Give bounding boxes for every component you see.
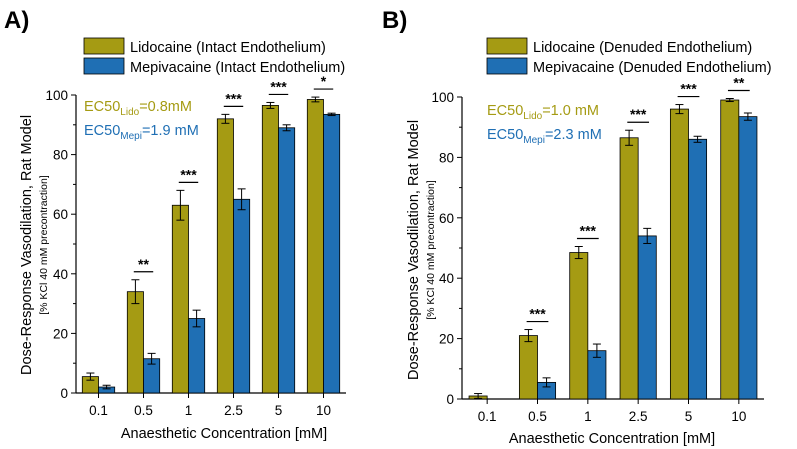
panel-b-legend: Lidocaine (Denuded Endothelium) Mepivaca… — [486, 37, 772, 76]
ec50-a-mepi-suffix: =1.9 mM — [142, 123, 199, 139]
panel-a-ec50: EC50Lido=0.8mM EC50Mepi=1.9 mM — [84, 99, 199, 142]
x-tick-label: 10 — [316, 403, 331, 418]
legend-b-mepi-label: Mepivacaine (Denuded Endothelium) — [533, 60, 772, 76]
panel-b: B) Lidocaine (Denuded Endothelium) Mepiv… — [382, 7, 772, 447]
y-tick-label: 0 — [60, 386, 68, 401]
ec50-b-lido: EC50Lido=1.0 mM — [487, 103, 599, 122]
bar-mepi — [233, 198, 251, 394]
legend-a-mepi-label: Mepivacaine (Intact Endothelium) — [130, 60, 345, 76]
x-tick-label: 0.5 — [134, 403, 153, 418]
significance-label: *** — [225, 90, 242, 106]
y-tick-label: 40 — [439, 271, 454, 286]
bar-mepi — [688, 138, 708, 400]
x-tick-label: 0.1 — [89, 403, 108, 418]
panel-a-xlabel: Anaesthetic Concentration [mM] — [121, 426, 327, 442]
legend-a-lido-swatch — [83, 37, 125, 55]
x-tick-label: 2.5 — [629, 409, 648, 424]
panel-a-ylabel: Dose-Response Vasodilation, Rat Model — [19, 115, 35, 375]
panel-b-xlabel: Anaesthetic Concentration [mM] — [509, 431, 715, 447]
ec50-a-lido-sub: Lido — [120, 107, 139, 118]
y-tick-label: 40 — [53, 267, 68, 282]
significance-label: *** — [580, 222, 597, 238]
panel-b-ylabel: Dose-Response Vasodilation, Rat Model — [406, 120, 422, 380]
bar-lido — [569, 252, 589, 400]
significance-label: *** — [680, 81, 697, 97]
y-tick-label: 80 — [53, 148, 68, 163]
panel-a-ylabel-sub: [% KCl 40 mM precontraction] — [38, 175, 50, 315]
bar-mepi — [278, 127, 296, 394]
significance-label: *** — [630, 106, 647, 122]
panel-a-label: A) — [4, 7, 29, 34]
ec50-a-mepi-prefix: EC50 — [84, 123, 120, 139]
bar-lido — [518, 335, 538, 400]
ec50-b-mepi: EC50Mepi=2.3 mM — [487, 127, 602, 146]
bar-lido — [306, 99, 324, 394]
panel-a: A) Lidocaine (Intact Endothelium) Mepiva… — [4, 7, 346, 442]
y-tick-label: 60 — [53, 207, 68, 222]
legend-b-lido-label: Lidocaine (Denuded Endothelium) — [533, 40, 752, 56]
bar-lido — [619, 137, 639, 400]
bar-mepi — [188, 318, 206, 394]
panel-b-label: B) — [382, 7, 407, 34]
significance-label: *** — [180, 166, 197, 182]
significance-label: * — [321, 73, 327, 89]
y-tick-label: 20 — [53, 326, 68, 341]
ec50-a-lido-suffix: =0.8mM — [139, 99, 192, 115]
ec50-b-mepi-sub: Mepi — [523, 135, 545, 146]
significance-label: *** — [270, 78, 287, 94]
panel-b-ec50: EC50Lido=1.0 mM EC50Mepi=2.3 mM — [487, 103, 602, 146]
y-tick-label: 80 — [439, 150, 454, 165]
x-tick-label: 5 — [275, 403, 283, 418]
ec50-b-mepi-prefix: EC50 — [487, 127, 523, 143]
x-tick-label: 2.5 — [224, 403, 243, 418]
ec50-a-lido: EC50Lido=0.8mM — [84, 99, 192, 118]
ec50-a-mepi-sub: Mepi — [120, 131, 142, 142]
y-tick-label: 100 — [45, 88, 68, 103]
bar-lido — [126, 291, 144, 394]
bar-mepi — [738, 116, 758, 400]
ec50-b-lido-prefix: EC50 — [487, 103, 523, 119]
x-tick-label: 0.5 — [528, 409, 547, 424]
bar-lido — [216, 118, 234, 394]
bar-lido — [669, 108, 689, 400]
significance-label: ** — [138, 256, 149, 272]
significance-label: *** — [529, 306, 546, 322]
bar-mepi — [637, 235, 657, 400]
panel-a-plot: 0 20 40 60 80 100 0.1 0.5 ** 1 *** 2.5 *** 5 *** 10 * — [45, 73, 346, 418]
x-tick-label: 0.1 — [478, 409, 497, 424]
bar-lido — [261, 105, 279, 394]
bar-mepi — [587, 350, 607, 400]
significance-label: ** — [733, 75, 744, 91]
bar-mepi — [323, 113, 341, 394]
panel-b-plot: 0 20 40 60 80 100 0.1 0.5 *** 1 *** 2.5 *** 5 *** 10 ** — [431, 75, 764, 424]
ec50-b-lido-sub: Lido — [523, 111, 542, 122]
x-tick-label: 1 — [584, 409, 592, 424]
y-tick-label: 60 — [439, 211, 454, 226]
bar-lido — [171, 204, 189, 394]
y-tick-label: 100 — [431, 90, 454, 105]
legend-a-lido-label: Lidocaine (Intact Endothelium) — [130, 40, 326, 56]
ec50-a-lido-prefix: EC50 — [84, 99, 120, 115]
panel-b-ylabel-sub: [% KCl 40 mM precontraction] — [425, 180, 437, 320]
legend-b-lido-swatch — [486, 37, 528, 55]
ec50-b-lido-suffix: =1.0 mM — [542, 103, 599, 119]
legend-a-mepi-swatch — [83, 57, 125, 75]
ec50-a-mepi: EC50Mepi=1.9 mM — [84, 123, 199, 142]
y-tick-label: 0 — [446, 392, 454, 407]
x-tick-label: 10 — [731, 409, 746, 424]
legend-b-mepi-swatch — [486, 57, 528, 75]
panel-a-legend: Lidocaine (Intact Endothelium) Mepivacai… — [83, 37, 345, 76]
x-tick-label: 5 — [685, 409, 693, 424]
x-tick-label: 1 — [185, 403, 193, 418]
ec50-b-mepi-suffix: =2.3 mM — [545, 127, 602, 143]
y-tick-label: 20 — [439, 332, 454, 347]
bar-lido — [720, 99, 740, 400]
